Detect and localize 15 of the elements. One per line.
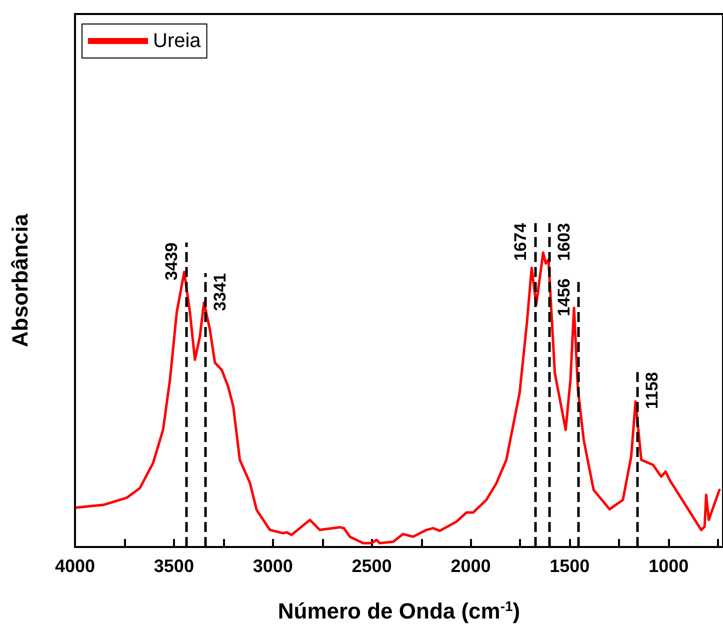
y-axis-title: Absorbância bbox=[8, 213, 32, 348]
x-tick-label: 2500 bbox=[352, 556, 392, 576]
x-tick-label: 2000 bbox=[450, 556, 491, 576]
ref-line-label: 1158 bbox=[642, 372, 662, 409]
legend-label: Ureia bbox=[153, 30, 202, 52]
x-tick-label: 3500 bbox=[154, 556, 194, 576]
x-tick-label: 1000 bbox=[648, 556, 689, 576]
x-tick-label: 1500 bbox=[550, 556, 590, 576]
ref-line-label: 1603 bbox=[554, 223, 574, 261]
ref-line-label: 1456 bbox=[554, 278, 574, 316]
x-tick-label: 3000 bbox=[252, 556, 293, 576]
ref-line-label: 3439 bbox=[162, 242, 181, 280]
x-tick-label: 4000 bbox=[54, 556, 96, 576]
ref-line-label: 3341 bbox=[210, 273, 230, 311]
ref-line-label: 1674 bbox=[511, 222, 530, 261]
